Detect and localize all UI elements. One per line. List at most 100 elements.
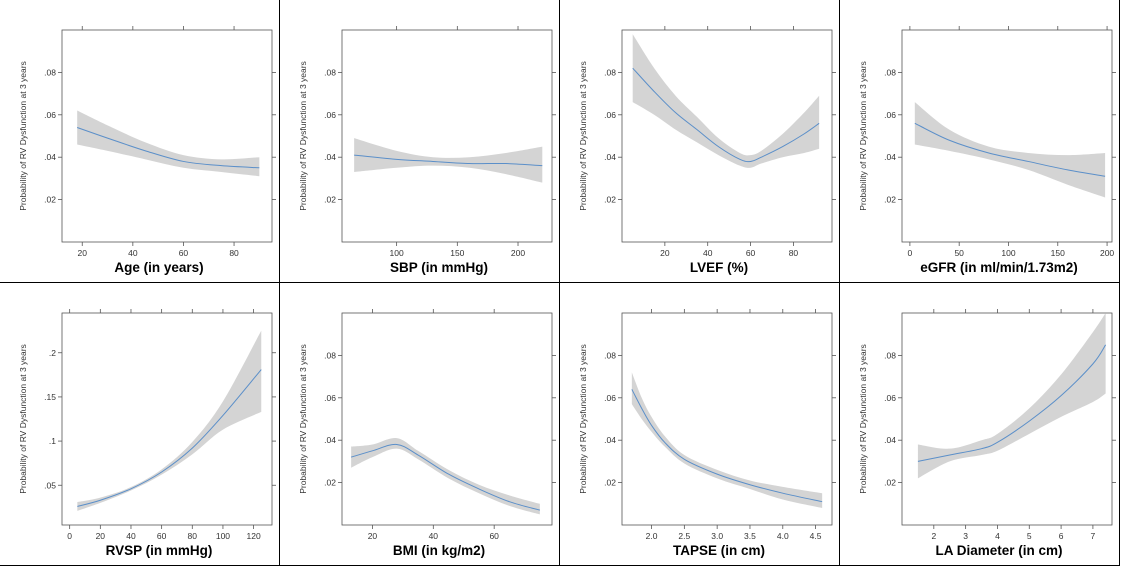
chart-panel-4: .02 .04 .06 .08 0 50 100 150 200 Probability of R… [840, 0, 1120, 283]
x-axis-label: Age (in years) [114, 260, 203, 275]
y-tick-label: .04 [604, 152, 616, 162]
y-axis-label: Probability of RV Dysfunction at 3 years [298, 344, 308, 494]
y-tick-label: .08 [604, 350, 616, 360]
x-axis-label: TAPSE (in cm) [673, 543, 765, 558]
confidence-band [917, 313, 1106, 479]
y-axis-label: Probability of RV Dysfunction at 3 years [578, 344, 588, 494]
y-tick-label: .02 [324, 195, 336, 205]
x-tick-label: 40 [128, 248, 138, 258]
x-tick-label: 60 [179, 248, 189, 258]
y-tick-label: .06 [44, 110, 56, 120]
chart-panel-6: .02 .04 .06 .08 20 40 60 Probability of RV Dysf… [280, 283, 560, 566]
y-tick-label: .08 [884, 67, 896, 77]
estimate-line [77, 127, 260, 169]
confidence-band [914, 102, 1106, 198]
y-tick-label: .04 [324, 152, 336, 162]
x-tick-label: 5 [1027, 531, 1032, 541]
estimate-line [631, 389, 823, 503]
y-axis-label: Probability of RV Dysfunction at 3 years [298, 61, 308, 211]
y-tick-label: .06 [884, 393, 896, 403]
x-axis-label: LVEF (%) [690, 260, 748, 275]
y-tick-label: .06 [604, 393, 616, 403]
chart-panel-3: .02 .04 .06 .08 20 40 60 80 Probability of RV Dy… [560, 0, 840, 283]
chart-panel-1: .02 .04 .06 .08 20 40 60 80 Probability of RV Dy… [0, 0, 280, 283]
chart-panel-7: .02 .04 .06 .08 2.0 2.5 3.0 3.5 4.0 4.5 Probabilit… [560, 283, 840, 566]
chart-panel-2: .02 .04 .06 .08 100 150 200 Probability of RV D… [280, 0, 560, 283]
x-tick-label: 4.5 [810, 531, 822, 541]
x-tick-label: 100 [216, 531, 230, 541]
x-tick-label: 60 [746, 248, 756, 258]
chart-svg: .02 .04 .06 .08 2.0 2.5 3.0 3.5 4.0 4.5 Probabilit… [578, 309, 836, 558]
y-tick-label: .08 [324, 350, 336, 360]
chart-svg: .02 .04 .06 .08 0 50 100 150 200 Probability of R… [858, 26, 1116, 275]
x-tick-label: 100 [1001, 248, 1015, 258]
x-tick-label: 0 [67, 531, 72, 541]
y-tick-label: .04 [44, 152, 56, 162]
y-axis-label: Probability of RV Dysfunction at 3 years [578, 61, 588, 211]
confidence-band [351, 437, 540, 515]
x-tick-label: 60 [157, 531, 167, 541]
chart-svg: .02 .04 .06 .08 2 3 4 5 6 7 Probability of RV Dysf… [858, 309, 1116, 558]
x-tick-label: 40 [703, 248, 713, 258]
x-tick-label: 20 [78, 248, 88, 258]
x-tick-label: 20 [660, 248, 670, 258]
x-tick-label: 200 [1100, 248, 1114, 258]
x-axis-label: LA Diameter (in cm) [935, 543, 1062, 558]
x-tick-label: 80 [188, 531, 198, 541]
x-tick-label: 3.0 [711, 531, 723, 541]
estimate-line [354, 154, 543, 167]
x-tick-label: 200 [511, 248, 525, 258]
x-tick-label: 80 [229, 248, 239, 258]
x-tick-label: 2.5 [678, 531, 690, 541]
chart-svg: .05 .1 .15 .2 0 20 40 60 80 100 120 Probability of … [18, 309, 276, 558]
plot-frame [621, 312, 833, 526]
x-tick-label: 20 [96, 531, 106, 541]
confidence-band [77, 330, 262, 511]
x-tick-label: 2.0 [646, 531, 658, 541]
x-tick-label: 100 [390, 248, 404, 258]
y-tick-label: .08 [324, 67, 336, 77]
chart-panel-5: .05 .1 .15 .2 0 20 40 60 80 100 120 Probability of … [0, 283, 280, 566]
y-tick-label: .1 [49, 436, 56, 446]
y-axis-label: Probability of RV Dysfunction at 3 years [18, 61, 28, 211]
x-tick-label: 150 [450, 248, 464, 258]
plot-frame [61, 312, 273, 526]
x-axis-label: RVSP (in mmHg) [106, 543, 213, 558]
x-tick-label: 0 [908, 248, 913, 258]
x-tick-label: 120 [247, 531, 261, 541]
x-tick-label: 3.5 [744, 531, 756, 541]
y-tick-label: .02 [884, 195, 896, 205]
x-axis-label: BMI (in kg/m2) [393, 543, 485, 558]
y-tick-label: .08 [44, 67, 56, 77]
plot-frame [61, 29, 273, 243]
y-tick-label: .08 [604, 67, 616, 77]
chart-panel-8: .02 .04 .06 .08 2 3 4 5 6 7 Probability of RV Dysf… [840, 283, 1120, 566]
y-tick-label: .04 [884, 435, 896, 445]
x-tick-label: 7 [1091, 531, 1096, 541]
y-tick-label: .06 [884, 110, 896, 120]
estimate-line [350, 443, 540, 511]
x-tick-label: 60 [489, 531, 499, 541]
y-tick-label: .02 [604, 195, 616, 205]
y-tick-label: .06 [604, 110, 616, 120]
estimate-line [77, 369, 262, 507]
y-tick-label: .05 [44, 480, 56, 490]
chart-svg: .02 .04 .06 .08 20 40 60 80 Probability of RV Dy… [578, 26, 836, 275]
y-tick-label: .06 [324, 393, 336, 403]
confidence-band [632, 34, 820, 168]
y-tick-label: .04 [324, 435, 336, 445]
x-tick-label: 80 [789, 248, 799, 258]
y-axis-label: Probability of RV Dysfunction at 3 years [858, 61, 868, 211]
x-tick-label: 40 [429, 531, 439, 541]
y-axis-label: Probability of RV Dysfunction at 3 years [18, 344, 28, 494]
y-tick-label: .06 [324, 110, 336, 120]
chart-svg: .02 .04 .06 .08 20 40 60 80 Probability of RV Dy… [18, 26, 276, 275]
x-axis-label: SBP (in mmHg) [390, 260, 488, 275]
y-tick-label: .02 [324, 478, 336, 488]
confidence-band [631, 372, 823, 509]
y-tick-label: .15 [44, 392, 56, 402]
y-tick-label: .02 [44, 195, 56, 205]
plot-frame [901, 29, 1113, 243]
x-tick-label: 2 [931, 531, 936, 541]
